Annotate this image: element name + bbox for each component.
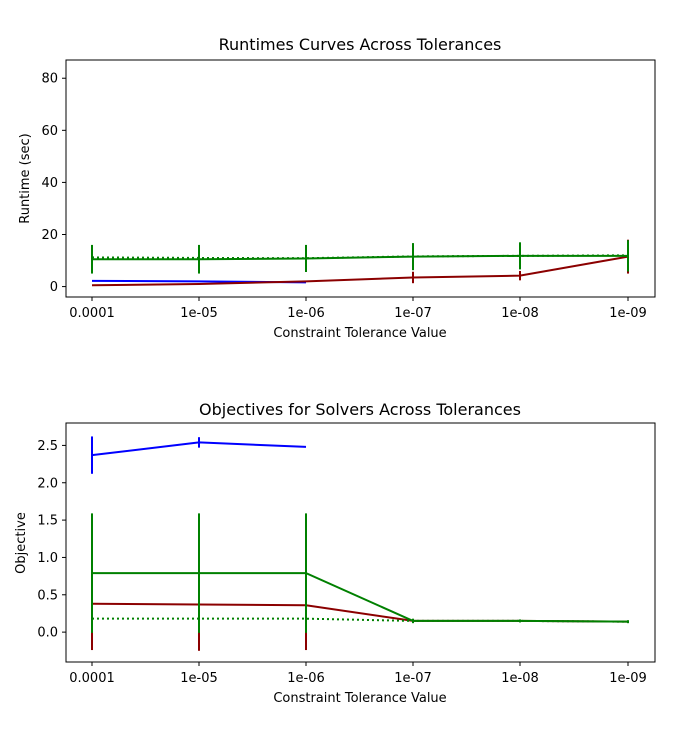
- runtime-y-tick-label: 80: [41, 72, 58, 87]
- objective-x-tick-label: 1e-09: [609, 671, 647, 686]
- runtime-y-tick-label: 0: [50, 280, 58, 295]
- runtime-x-tick-label: 1e-06: [287, 306, 325, 321]
- objective-y-axis-label: Objective: [14, 512, 29, 574]
- runtime-chart-title: Runtimes Curves Across Tolerances: [219, 35, 502, 54]
- objective-axes-frame: [65, 422, 656, 663]
- objective-series-line: [92, 572, 629, 623]
- runtime-chart: Runtimes Curves Across Tolerances Constr…: [18, 35, 656, 341]
- runtime-x-tick-label: 1e-09: [609, 306, 647, 321]
- runtime-series-line: [91, 255, 629, 287]
- objective-y-tick-label: 1.0: [37, 551, 58, 566]
- runtime-y-tick-label: 40: [41, 176, 58, 191]
- runtime-y-axis-label: Runtime (sec): [18, 133, 33, 224]
- objective-y-tick-label: 1.5: [37, 514, 58, 529]
- runtime-series-line: [92, 254, 628, 261]
- objective-x-tick-label: 1e-07: [394, 671, 432, 686]
- objective-y-tick-label: 0.5: [37, 588, 58, 603]
- runtime-x-tick-label: 1e-08: [501, 306, 539, 321]
- objective-x-tick-label: 0.0001: [69, 671, 115, 686]
- objective-chart-title: Objectives for Solvers Across Tolerances: [199, 400, 521, 419]
- runtime-axes-frame: [65, 59, 656, 298]
- objective-y-tick-label: 0.0: [37, 626, 58, 641]
- objective-y-tick-label: 2.5: [37, 439, 58, 454]
- objective-x-axis-label: Constraint Tolerance Value: [273, 691, 446, 706]
- runtime-x-tick-label: 0.0001: [69, 306, 115, 321]
- objective-chart: Objectives for Solvers Across Tolerances…: [14, 400, 656, 706]
- runtime-x-tick-label: 1e-05: [180, 306, 218, 321]
- objective-x-tick-label: 1e-05: [180, 671, 218, 686]
- runtime-y-tick-label: 60: [41, 124, 58, 139]
- runtime-x-axis-label: Constraint Tolerance Value: [273, 326, 446, 341]
- objective-y-tick-label: 2.0: [37, 476, 58, 491]
- objective-x-tick-label: 1e-06: [287, 671, 325, 686]
- runtime-x-tick-label: 1e-07: [394, 306, 432, 321]
- runtime-y-tick-label: 20: [41, 228, 58, 243]
- objective-x-tick-label: 1e-08: [501, 671, 539, 686]
